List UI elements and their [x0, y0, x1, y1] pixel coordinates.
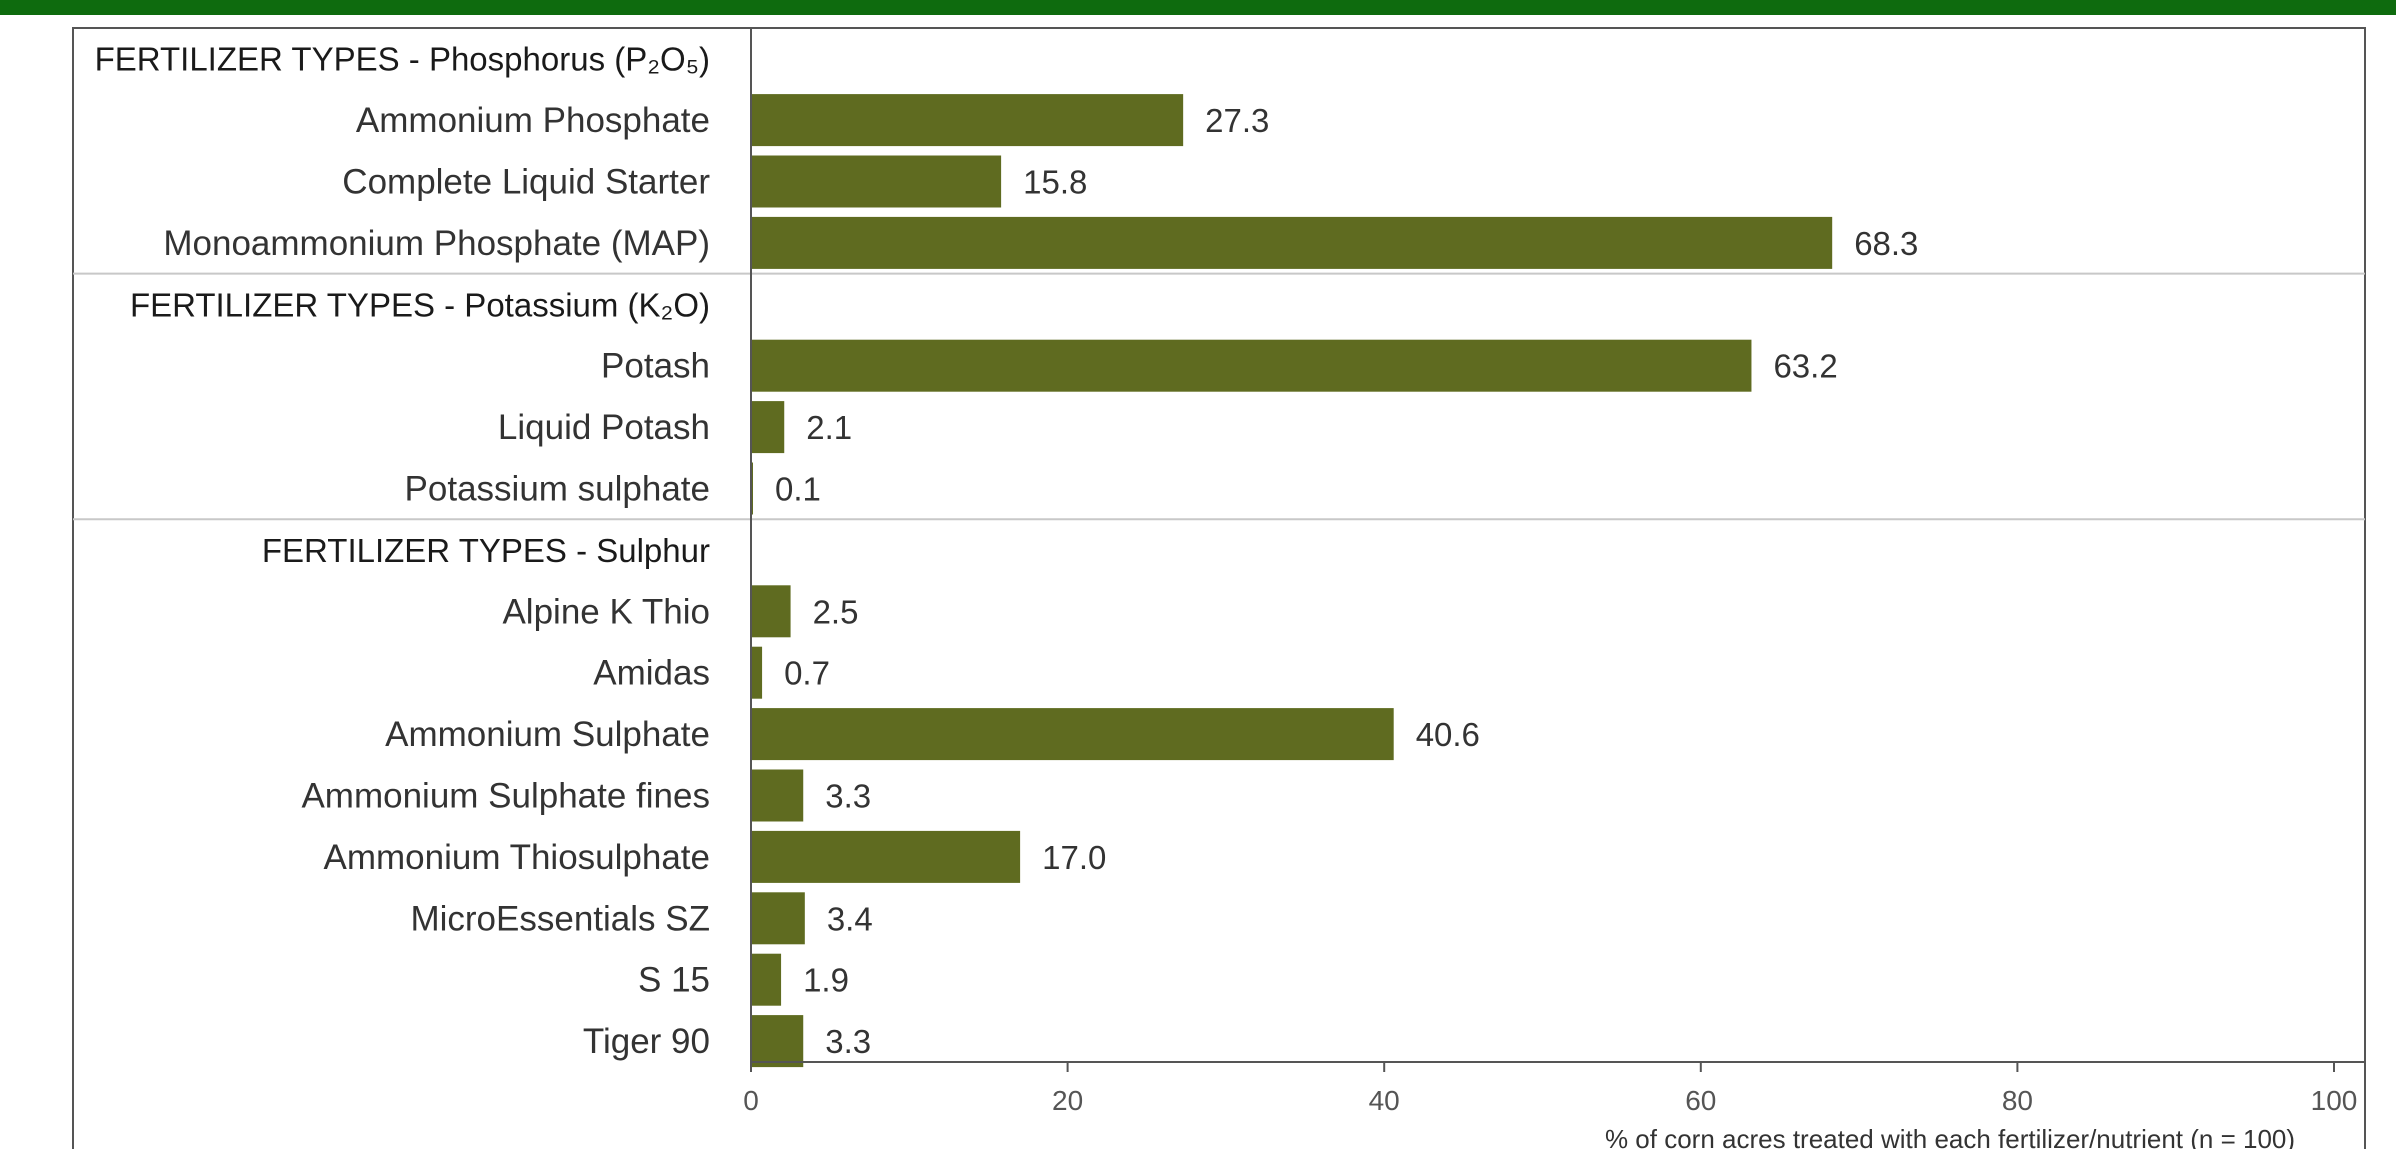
bar: [751, 585, 791, 638]
category-label: Ammonium Sulphate fines: [301, 777, 710, 816]
bar: [751, 830, 1021, 883]
category-label: Potassium sulphate: [405, 470, 710, 509]
group-header: FERTILIZER TYPES - Sulphur: [262, 532, 710, 569]
category-label: Alpine K Thio: [502, 592, 710, 631]
bar: [751, 94, 1184, 147]
bar: [751, 339, 1752, 392]
value-label: 2.1: [806, 409, 852, 446]
value-label: 3.4: [827, 900, 873, 937]
value-label: 17.0: [1042, 839, 1106, 876]
value-label: 0.1: [775, 471, 821, 508]
value-label: 40.6: [1416, 716, 1480, 753]
plot-frame: [72, 27, 2366, 1149]
header-band: [0, 0, 2396, 15]
category-label: Liquid Potash: [498, 408, 710, 447]
category-label: Amidas: [593, 654, 710, 693]
bar: [751, 646, 763, 699]
x-axis-title: % of corn acres treated with each fertil…: [1605, 1124, 2295, 1149]
x-tick-label: 0: [743, 1085, 759, 1116]
value-label: 3.3: [825, 778, 871, 815]
group-header: FERTILIZER TYPES - Potassium (K₂O): [130, 286, 710, 323]
group-header: FERTILIZER TYPES - Phosphorus (P₂O₅): [95, 41, 710, 78]
value-label: 2.5: [813, 593, 859, 630]
x-tick-label: 60: [1685, 1085, 1716, 1116]
category-label: MicroEssentials SZ: [410, 899, 710, 938]
x-tick-label: 20: [1052, 1085, 1083, 1116]
x-tick-label: 40: [1369, 1085, 1400, 1116]
bar: [751, 708, 1394, 761]
value-label: 3.3: [825, 1023, 871, 1060]
value-label: 0.7: [784, 655, 830, 692]
value-label: 15.8: [1023, 164, 1087, 201]
category-label: Ammonium Thiosulphate: [324, 838, 711, 877]
category-label: Monoammonium Phosphate (MAP): [163, 224, 710, 263]
category-label: Ammonium Phosphate: [356, 101, 710, 140]
category-label: Ammonium Sulphate: [385, 715, 710, 754]
category-label: S 15: [638, 961, 710, 1000]
category-label: Complete Liquid Starter: [342, 163, 710, 202]
bar: [751, 953, 782, 1006]
bar: [751, 1015, 804, 1068]
value-label: 63.2: [1773, 348, 1837, 385]
bar: [751, 401, 785, 454]
bar: [751, 892, 805, 945]
x-tick-label: 80: [2002, 1085, 2033, 1116]
value-label: 1.9: [803, 962, 849, 999]
value-label: 68.3: [1854, 225, 1918, 262]
bar: [751, 155, 1002, 208]
bar: [751, 769, 804, 822]
category-label: Potash: [601, 347, 710, 386]
bar: [751, 216, 1833, 269]
value-label: 27.3: [1205, 102, 1269, 139]
x-tick-label: 100: [2311, 1085, 2358, 1116]
category-label: Tiger 90: [583, 1022, 710, 1061]
